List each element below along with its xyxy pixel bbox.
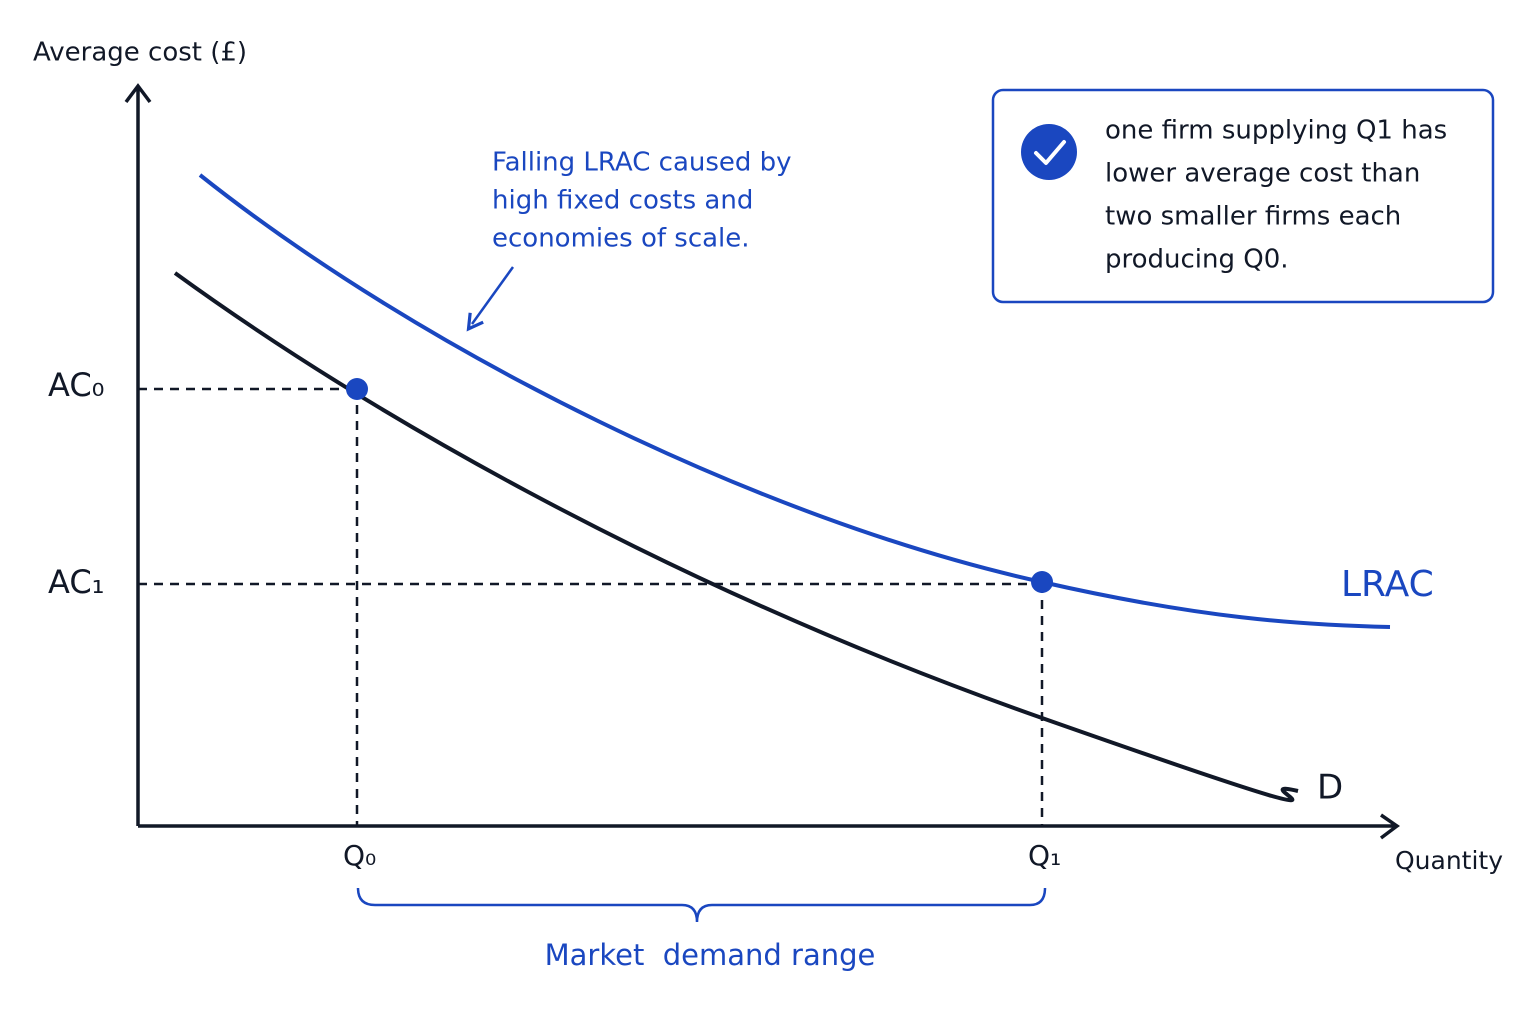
range-label: Market demand range	[545, 938, 876, 972]
x-axis	[138, 813, 1400, 840]
y-axis-label: Average cost (£)	[33, 38, 247, 68]
callout-line: one firm supplying Q1 has	[1105, 116, 1447, 146]
annotation-arrow	[466, 266, 515, 332]
guide-q1	[138, 582, 1044, 826]
callout-box	[991, 88, 1495, 304]
x-tick-label: Q₀	[343, 839, 376, 872]
y-tick-label: AC₁	[48, 563, 105, 601]
point-q1	[1031, 571, 1053, 593]
x-tick-label: Q₁	[1028, 839, 1061, 872]
guide-q0	[138, 387, 359, 826]
demand-curve	[173, 271, 1299, 803]
demand-label: D	[1317, 768, 1343, 808]
lrac-curve	[198, 173, 1391, 629]
lrac-label: LRAC	[1341, 564, 1434, 605]
callout-line: two smaller firms each	[1105, 202, 1401, 232]
callout-line: producing Q0.	[1105, 245, 1289, 275]
check-mark	[1034, 140, 1066, 165]
annotation-line: high fixed costs and	[492, 186, 753, 216]
check-icon	[1021, 124, 1077, 180]
y-axis	[124, 83, 152, 826]
annotation-line: economies of scale.	[492, 224, 750, 254]
callout-line: lower average cost than	[1105, 159, 1420, 189]
annotation-line: Falling LRAC caused by	[492, 148, 792, 178]
x-axis-label: Quantity	[1395, 846, 1503, 875]
range-brace	[356, 887, 1047, 923]
point-q0	[346, 378, 368, 400]
y-tick-label: AC₀	[48, 366, 105, 404]
